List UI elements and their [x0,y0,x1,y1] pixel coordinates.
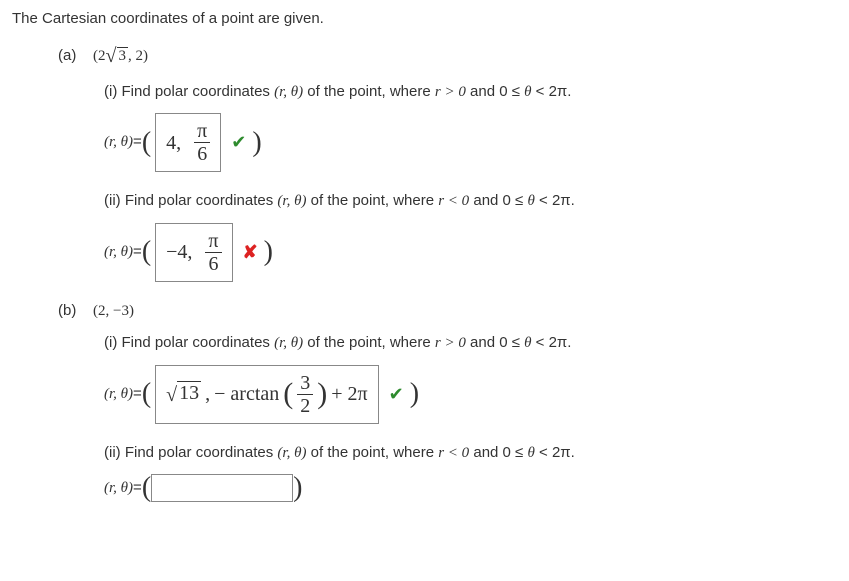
a-ii-den: 6 [205,253,221,275]
b-ii-t3: < 2π. [535,444,575,461]
open-paren: ( [142,238,151,266]
part-b-point: (2, −3) [93,303,134,319]
a-i-num: π [194,120,210,143]
a-ii-cond: r < 0 [438,193,469,209]
close-paren: ) [293,474,302,502]
a-i-vars: (r, θ) [274,84,303,100]
a-i-lhs: (r, θ) [104,131,133,154]
a-ii-equation: (r, θ) = ( −4, π 6 ✘ ) [104,223,837,282]
a-i-den: 6 [194,143,210,165]
a-ii-answer-box[interactable]: −4, π 6 [155,223,232,282]
problem-intro: The Cartesian coordinates of a point are… [12,8,837,31]
part-a-i: (i) Find polar coordinates (r, θ) of the… [104,81,837,173]
a-i-cond: r > 0 [435,84,466,100]
part-a-header: (a) (2√3, 2) [58,41,837,71]
a-ii-lhs: (r, θ) [104,241,133,264]
b-i-lhs: (r, θ) [104,383,133,406]
b-ii-theta: θ [527,445,534,461]
b-i-answer-box[interactable]: √13 , − arctan ( 3 2 ) + 2π [155,365,379,424]
b-ii-lhs: (r, θ) [104,477,133,500]
a-i-t1: of the point, where [303,83,435,100]
a-i-theta: θ [524,84,531,100]
b-i-num: 3 [297,372,313,395]
a-ii-label: (ii) Find polar coordinates [104,192,277,209]
a-ii-num: π [205,230,221,253]
check-icon: ✔ [231,129,246,156]
part-b-label: (b) [58,302,76,319]
b-i-sqrt: 13 [177,381,201,404]
b-i-tail: + 2π [331,379,367,409]
a-i-answer-box[interactable]: 4, π 6 [155,113,221,172]
close-paren: ) [264,238,273,266]
b-i-comma: , [205,379,210,409]
a-ii-t2: and 0 ≤ [469,192,527,209]
cross-icon: ✘ [243,239,258,266]
part-b-i: (i) Find polar coordinates (r, θ) of the… [104,332,837,424]
b-ii-t1: of the point, where [306,444,438,461]
open-paren: ( [142,380,151,408]
part-a-ii: (ii) Find polar coordinates (r, θ) of th… [104,190,837,282]
close-paren: ) [410,380,419,408]
b-i-cond: r > 0 [435,335,466,351]
b-i-label: (i) Find polar coordinates [104,334,274,351]
a-i-label: (i) Find polar coordinates [104,83,274,100]
a-i-t2: and 0 ≤ [466,83,524,100]
b-ii-eq: = [133,477,142,500]
b-i-eq: = [133,383,142,406]
b-i-prompt: (i) Find polar coordinates (r, θ) of the… [104,332,837,355]
a-i-t3: < 2π. [532,83,572,100]
b-i-equation: (r, θ) = ( √13 , − arctan ( 3 2 ) + 2π ✔… [104,365,837,424]
b-i-t1: of the point, where [303,334,435,351]
point-sqrt-val: 3 [117,47,129,64]
b-i-t2: and 0 ≤ [466,334,524,351]
a-i-eq: = [133,131,142,154]
part-a-point: (2√3, 2) [93,48,148,64]
b-ii-prompt: (ii) Find polar coordinates (r, θ) of th… [104,442,837,465]
a-ii-vars: (r, θ) [277,193,306,209]
part-b-ii: (ii) Find polar coordinates (r, θ) of th… [104,442,837,503]
open-paren: ( [142,474,151,502]
close-paren: ) [252,129,261,157]
check-icon: ✔ [389,381,404,408]
open-paren: ( [142,129,151,157]
point-prefix: (2 [93,48,106,64]
a-i-ans-r: 4, [166,128,181,158]
a-i-equation: (r, θ) = ( 4, π 6 ✔ ) [104,113,837,172]
b-ii-equation: (r, θ) = ( ) [104,474,837,502]
b-i-den: 2 [297,395,313,417]
a-ii-prompt: (ii) Find polar coordinates (r, θ) of th… [104,190,837,213]
a-ii-theta: θ [527,193,534,209]
a-ii-eq: = [133,241,142,264]
b-i-arctan: − arctan [214,379,279,409]
b-ii-cond: r < 0 [438,445,469,461]
b-ii-t2: and 0 ≤ [469,444,527,461]
a-i-prompt: (i) Find polar coordinates (r, θ) of the… [104,81,837,104]
a-ii-ans-r: −4, [166,237,192,267]
b-ii-answer-input[interactable] [151,474,293,502]
a-ii-t1: of the point, where [306,192,438,209]
part-b-header: (b) (2, −3) [58,300,837,323]
b-i-vars: (r, θ) [274,335,303,351]
b-i-theta: θ [524,335,531,351]
b-ii-label: (ii) Find polar coordinates [104,444,277,461]
point-suffix: , 2) [128,48,148,64]
b-i-t3: < 2π. [532,334,572,351]
b-ii-vars: (r, θ) [277,445,306,461]
a-ii-t3: < 2π. [535,192,575,209]
part-a-label: (a) [58,47,76,64]
